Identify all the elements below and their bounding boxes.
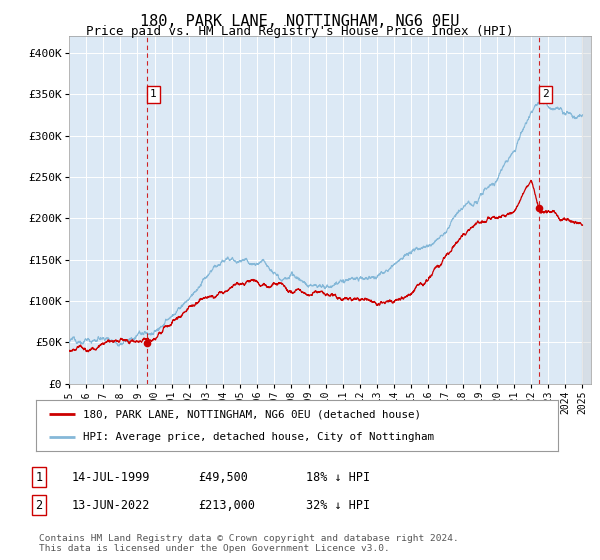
Bar [583, 36, 591, 384]
Text: 14-JUL-1999: 14-JUL-1999 [72, 470, 151, 484]
Text: 1: 1 [35, 470, 43, 484]
Text: £49,500: £49,500 [198, 470, 248, 484]
Text: Price paid vs. HM Land Registry's House Price Index (HPI): Price paid vs. HM Land Registry's House … [86, 25, 514, 38]
Text: £213,000: £213,000 [198, 498, 255, 512]
Text: 180, PARK LANE, NOTTINGHAM, NG6 0EU (detached house): 180, PARK LANE, NOTTINGHAM, NG6 0EU (det… [83, 409, 421, 419]
Text: 2: 2 [35, 498, 43, 512]
Text: 1: 1 [150, 89, 157, 99]
Text: 18% ↓ HPI: 18% ↓ HPI [306, 470, 370, 484]
Text: Contains HM Land Registry data © Crown copyright and database right 2024.
This d: Contains HM Land Registry data © Crown c… [39, 534, 459, 553]
Text: 180, PARK LANE, NOTTINGHAM, NG6 0EU: 180, PARK LANE, NOTTINGHAM, NG6 0EU [140, 14, 460, 29]
Text: HPI: Average price, detached house, City of Nottingham: HPI: Average price, detached house, City… [83, 432, 434, 442]
Text: 13-JUN-2022: 13-JUN-2022 [72, 498, 151, 512]
Text: 32% ↓ HPI: 32% ↓ HPI [306, 498, 370, 512]
Text: 2: 2 [542, 89, 549, 99]
